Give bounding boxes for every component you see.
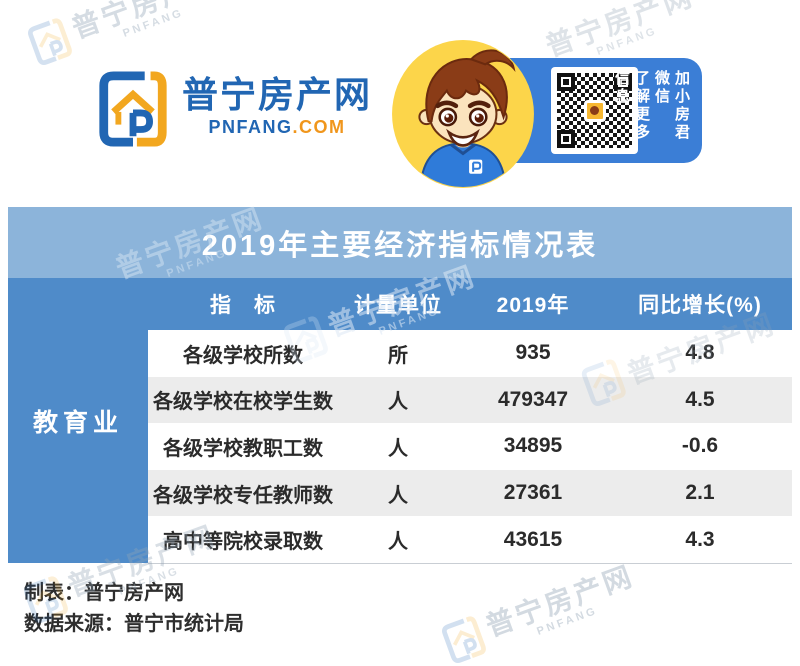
cell-growth: 4.5 — [685, 387, 715, 411]
cell-indicator: 各级学校教职工数 — [163, 437, 323, 460]
brand-domain-suffix: .COM — [292, 117, 346, 137]
watermark-subtext: PNFANG — [535, 604, 600, 638]
cell-value: 27361 — [503, 481, 563, 505]
cell-unit: 所 — [388, 344, 408, 367]
brand-name: 普宁房产网 — [182, 74, 373, 115]
watermark: 普宁房产网 PNFANG — [22, 0, 229, 72]
qr-finder-icon — [557, 130, 575, 148]
qr-center-avatar-icon — [583, 99, 606, 122]
qr-caption: 加小房君微信 了解更多信息 — [611, 70, 691, 154]
watermark-text: 普宁房产网 — [67, 0, 225, 45]
cell-growth: 4.8 — [685, 341, 715, 365]
cell-value: 43615 — [503, 527, 563, 551]
column-header-growth: 同比增长(%) — [638, 294, 762, 317]
wechat-promo-panel: 加小房君微信 了解更多信息 — [472, 58, 702, 163]
table-row: 各级学校教职工数 人 34895 -0.6 — [148, 423, 792, 470]
watermark-house-icon — [441, 615, 486, 663]
cell-indicator: 各级学校在校学生数 — [153, 391, 333, 414]
cell-growth: 4.3 — [685, 527, 715, 551]
qr-caption-line-2: 了解更多信息 — [613, 70, 650, 142]
table-creator: 制表：普宁房产网 — [24, 582, 184, 604]
cell-unit: 人 — [388, 484, 408, 507]
watermark-house-icon — [27, 17, 72, 65]
footer-credits: 制表：普宁房产网 数据来源：普宁市统计局 — [24, 578, 244, 640]
cell-unit: 人 — [388, 391, 408, 414]
table-row: 各级学校在校学生数 人 479347 4.5 — [148, 376, 792, 424]
cell-indicator: 各级学校专任教师数 — [153, 484, 333, 507]
category-label: 教育业 — [32, 408, 123, 437]
cell-value: 935 — [515, 341, 551, 365]
table-body: 教育业 指 标 计量单位 2019年 同比增长(%) 各级学校所数 所 935 … — [8, 278, 792, 563]
watermark: 普宁房产网 PNFANG — [436, 554, 643, 666]
column-header-year: 2019年 — [496, 294, 570, 317]
table-row: 各级学校所数 所 935 4.8 — [148, 330, 792, 377]
watermark-subtext: PNFANG — [595, 24, 660, 58]
column-header-indicator: 指 标 — [210, 294, 276, 317]
brand-domain-main: PNFANG — [208, 117, 293, 137]
economic-indicator-table: 2019年主要经济指标情况表 教育业 指 标 计量单位 2019年 同比增长(%… — [8, 207, 792, 563]
watermark-text: 普宁房产网 — [541, 0, 698, 63]
qr-finder-icon — [614, 73, 632, 91]
cell-value: 34895 — [503, 434, 563, 458]
cell-value: 479347 — [497, 387, 569, 411]
data-source: 数据来源：普宁市统计局 — [24, 613, 244, 635]
cell-indicator: 高中等院校录取数 — [163, 531, 323, 554]
cell-growth: 2.1 — [685, 481, 715, 505]
table-rows-card: 各级学校所数 所 935 4.8 各级学校在校学生数 人 479347 4.5 … — [148, 330, 792, 563]
brand-logo: 普宁房产网 PNFANG.COM — [94, 68, 372, 150]
qr-pattern — [557, 73, 632, 148]
cell-growth: -0.6 — [681, 434, 719, 458]
column-header-unit: 计量单位 — [354, 294, 442, 317]
house-logo-icon — [99, 71, 167, 147]
watermark-subtext: PNFANG — [121, 6, 186, 40]
brand-domain: PNFANG.COM — [182, 117, 372, 138]
table-row: 各级学校专任教师数 人 27361 2.1 — [148, 469, 792, 517]
qr-finder-icon — [557, 73, 575, 91]
table-header-row: 指 标 计量单位 2019年 同比增长(%) — [148, 278, 792, 330]
qr-caption-line-1: 加小房君微信 — [653, 70, 690, 142]
brand-text: 普宁房产网 PNFANG.COM — [182, 68, 372, 138]
cell-unit: 人 — [388, 531, 408, 554]
table-row: 高中等院校录取数 人 43615 4.3 — [148, 516, 792, 563]
watermark-text: 普宁房产网 — [481, 560, 639, 643]
cell-indicator: 各级学校所数 — [183, 344, 303, 367]
mascot-avatar — [392, 40, 534, 188]
qr-code — [551, 67, 638, 154]
table-title: 2019年主要经济指标情况表 — [8, 207, 792, 278]
cell-unit: 人 — [388, 437, 408, 460]
